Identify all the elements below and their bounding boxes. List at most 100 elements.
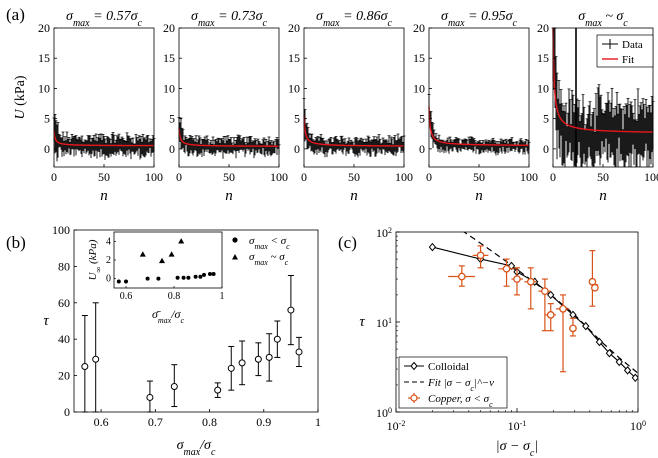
colloidal-point <box>428 242 437 252</box>
data-point <box>170 383 178 391</box>
x-axis-label-b: σmax/σc <box>177 438 216 458</box>
panel-label-b: (b) <box>6 233 26 252</box>
x-tick-label: 0.7 <box>148 415 163 429</box>
plot-area-c <box>428 232 638 383</box>
y-tick-label: 10 <box>163 81 175 95</box>
inset-circle <box>202 272 206 277</box>
y-tick-label: 10 <box>413 81 425 95</box>
legend-data-label: Data <box>622 39 643 51</box>
data-point <box>146 393 154 401</box>
y-tick-label: 0 <box>64 405 70 419</box>
y-axis-label-b: τ <box>43 313 49 329</box>
legend-box <box>596 34 654 68</box>
fit-line <box>552 27 654 133</box>
axes-frame <box>73 229 319 413</box>
copper-point <box>457 272 466 281</box>
data-point <box>92 355 100 363</box>
x-tick-label: 0 <box>550 170 556 184</box>
x-tick-label: 100 <box>644 170 658 184</box>
x-tick-label: 10-1 <box>508 419 527 434</box>
inset-triangle <box>139 251 146 257</box>
x-axis-label: n <box>475 188 483 204</box>
subplot-title: σmax = 0.95σc <box>441 9 517 29</box>
x-tick-label: 50 <box>473 170 485 184</box>
inset-x-tick-label: 0.8 <box>168 291 181 302</box>
inset-triangle <box>178 238 185 244</box>
y-tick-label: 0 <box>294 142 300 156</box>
legend-a: Data Fit <box>596 34 654 68</box>
subplot-title: σmax = 0.86σc <box>316 9 392 29</box>
x-tick-label: 0 <box>301 170 307 184</box>
inset-x-tick-label: 1 <box>220 291 225 302</box>
subplot-a-3: 0 50 100 0 5 10 15 20 σmax = 0.86σc n <box>288 9 413 204</box>
x-axis-label-c: |σ − σc| <box>496 439 538 458</box>
inset-y-label: U∞ (kPa) <box>87 239 103 280</box>
inset-legend-triangle <box>232 254 238 260</box>
fit-line <box>428 106 529 146</box>
legend-fit-label: Fit <box>622 54 634 66</box>
data-point <box>81 363 89 370</box>
y-tick-label: 20 <box>38 21 50 35</box>
y-tick-label: 0 <box>44 142 50 156</box>
inset-circle <box>145 276 150 281</box>
inset-x-tick-label: 0.6 <box>120 291 133 302</box>
x-axis-label: n <box>599 188 607 204</box>
x-tick-label: 0.6 <box>94 415 109 429</box>
inset-x-label: σ̄max/σc <box>152 307 185 325</box>
colloidal-point <box>631 373 638 383</box>
legend-copper-label: Copper, σ < σc <box>428 393 493 409</box>
inset-y-tick-label: 4 <box>106 236 111 247</box>
y-tick-label: 40 <box>58 332 70 346</box>
x-tick-label: 0 <box>51 170 57 184</box>
y-tick-label: 5 <box>419 112 425 126</box>
y-tick-label: 0 <box>543 142 549 156</box>
inset-circle <box>211 272 216 276</box>
y-tick-label: 20 <box>537 21 549 35</box>
fit-line <box>178 127 279 147</box>
data-point <box>227 364 235 372</box>
fit-line <box>303 115 404 147</box>
inset-y-tick-label: 2 <box>106 255 111 266</box>
data-point <box>238 359 246 367</box>
x-axis-label: n <box>350 188 358 204</box>
x-tick-label: 100 <box>630 419 646 434</box>
subplot-title: σmax = 0.57σc <box>66 9 142 29</box>
y-tick-label: 80 <box>58 259 70 273</box>
copper-point <box>513 275 521 283</box>
copper-point <box>546 311 555 319</box>
inset-legend-label-2: σmax ~ σc <box>249 251 289 267</box>
y-tick-label: 15 <box>38 51 50 65</box>
x-tick-label: 100 <box>145 170 163 184</box>
subplot-a-2: 0 50 100 0 5 10 15 20 σmax = 0.73σc n <box>163 9 288 204</box>
y-axis-label-a: U (kPa) <box>13 75 28 119</box>
inset-frame <box>113 231 223 289</box>
y-tick-label: 5 <box>169 112 175 126</box>
colloidal-point <box>547 290 555 300</box>
x-tick-label: 1 <box>315 415 321 429</box>
y-tick-label: 20 <box>163 21 175 35</box>
copper-point <box>541 287 549 296</box>
x-tick-label: 100 <box>270 170 288 184</box>
inset-circle <box>124 279 128 284</box>
y-tick-label: 101 <box>376 316 392 331</box>
y-tick-label: 10 <box>38 81 50 95</box>
inset-circle <box>193 274 198 279</box>
x-tick-label: 0.8 <box>202 415 217 429</box>
x-tick-label: 100 <box>395 170 413 184</box>
y-tick-label: 0 <box>169 142 175 156</box>
copper-point <box>476 251 485 260</box>
legend-colloidal-marker <box>410 361 418 371</box>
copper-point <box>526 277 535 286</box>
legend-fit-label: Fit |σ − σc|^−ν <box>427 377 494 393</box>
copper-point <box>569 324 577 333</box>
copper-point <box>591 283 599 292</box>
x-tick-label: 50 <box>98 170 110 184</box>
x-tick-label: 50 <box>223 170 235 184</box>
x-axis-label: n <box>225 188 233 204</box>
fit-line <box>53 130 154 147</box>
x-tick-label: 50 <box>597 170 609 184</box>
inset-circle <box>186 275 191 280</box>
colloidal-point <box>582 321 590 331</box>
subplot-a-5: 0 50 100 0 5 10 15 20 σmax ~ σc n <box>537 9 658 204</box>
